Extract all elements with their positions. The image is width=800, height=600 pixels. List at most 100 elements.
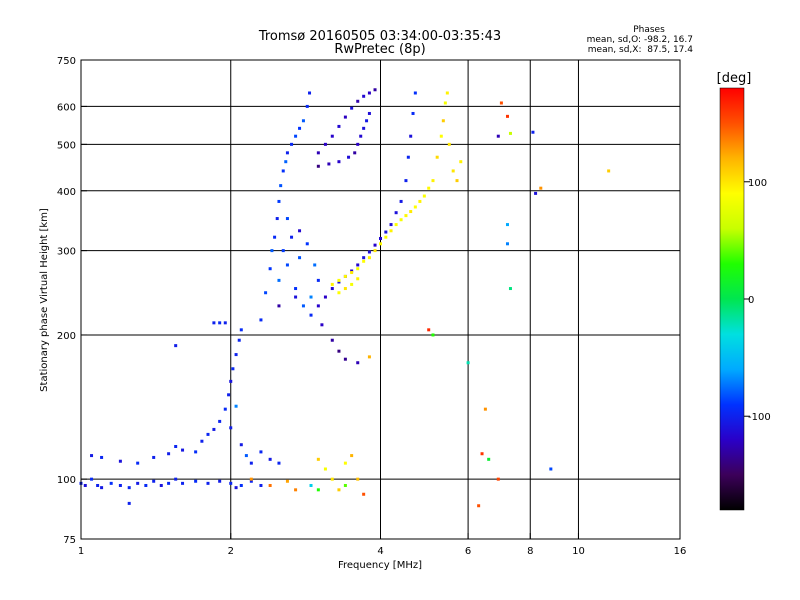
data-point [259,318,263,322]
data-point [435,155,439,159]
data-point [347,155,351,159]
data-point [466,361,470,365]
data-point [356,477,360,481]
data-point [159,483,163,487]
data-point [223,407,227,411]
data-point [534,191,538,195]
data-point [367,91,371,95]
data-point [144,483,148,487]
data-point [323,467,327,471]
data-point [270,249,274,253]
data-point [249,479,253,483]
data-point [118,483,122,487]
data-point [290,235,294,239]
data-point [127,486,131,490]
data-point [90,477,94,481]
data-point [343,483,347,487]
data-point [231,367,235,371]
data-point [443,101,447,105]
data-point [320,323,324,327]
x-tick-label: 1 [78,546,84,557]
data-point [427,328,431,332]
data-point [404,214,408,218]
data-point [337,488,341,492]
data-point [316,151,320,155]
data-point [229,379,233,383]
data-point [373,243,377,247]
data-point [268,483,272,487]
data-point [330,338,334,342]
axis-ticks [80,59,681,540]
data-point [167,481,171,485]
data-point [285,151,289,155]
data-point [239,328,243,332]
data-point [218,321,222,325]
data-point [136,461,140,465]
data-point [206,481,210,485]
data-point [109,481,113,485]
data-point [223,321,227,325]
colorbar-tick-label: -100 [748,412,771,423]
data-point [451,169,455,173]
data-point [373,249,377,253]
data-point [275,217,279,221]
data-point [418,199,422,203]
data-point [309,483,313,487]
data-point [239,443,243,447]
data-point [279,184,283,188]
data-point [285,263,289,267]
data-point [327,162,331,166]
data-point [367,256,371,260]
data-point [284,160,288,164]
data-point [100,455,104,459]
chart-subtitle: RwPretec (8p) [334,42,425,57]
data-point [379,236,382,240]
data-point [480,452,484,456]
data-point [309,295,313,299]
data-point [362,259,366,263]
data-point [174,344,178,348]
colorbar-label: [deg] [717,71,752,86]
data-point [206,432,210,436]
data-point [316,304,320,308]
x-axis-label: Frequency [MHz] [338,560,422,571]
data-point [389,223,393,227]
data-point [404,179,408,183]
data-point [477,504,481,508]
data-point [356,267,360,271]
data-point [362,256,366,260]
data-point [343,274,347,278]
data-point [174,477,178,481]
data-point [330,134,334,138]
data-point [508,131,512,135]
data-point [350,282,354,286]
data-point [313,263,317,267]
y-tick-label: 100 [57,475,76,486]
data-point [301,304,305,308]
data-point [359,134,363,138]
data-point [337,124,341,128]
data-point [505,242,509,246]
data-point [411,111,415,115]
x-tick-label: 8 [527,546,533,557]
data-point [285,217,289,221]
data-point [496,477,500,481]
data-point [285,479,289,483]
chart-title: Tromsø 20160505 03:34:00-03:35:43 [258,29,501,44]
data-point [330,282,334,286]
data-point [447,142,451,146]
data-point [367,250,371,254]
data-point [294,488,298,492]
data-point [268,267,272,271]
data-point [362,94,366,98]
data-point [330,287,334,291]
data-point [298,256,302,260]
y-tick-label: 400 [57,187,76,198]
data-point [234,486,238,490]
data-point [389,229,393,233]
data-point [394,223,398,227]
data-point [483,407,487,411]
data-point [356,277,360,281]
data-point [308,91,312,95]
